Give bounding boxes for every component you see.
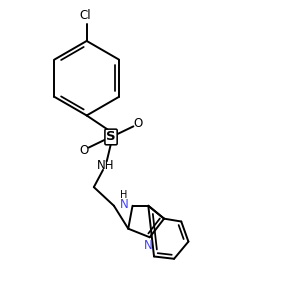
Text: O: O	[134, 117, 143, 130]
Text: NH: NH	[96, 159, 114, 172]
Text: Cl: Cl	[79, 9, 91, 22]
Text: S: S	[106, 131, 116, 143]
Text: N: N	[144, 239, 153, 252]
Text: O: O	[79, 144, 88, 157]
Text: H: H	[120, 190, 128, 200]
Text: N: N	[120, 198, 128, 211]
